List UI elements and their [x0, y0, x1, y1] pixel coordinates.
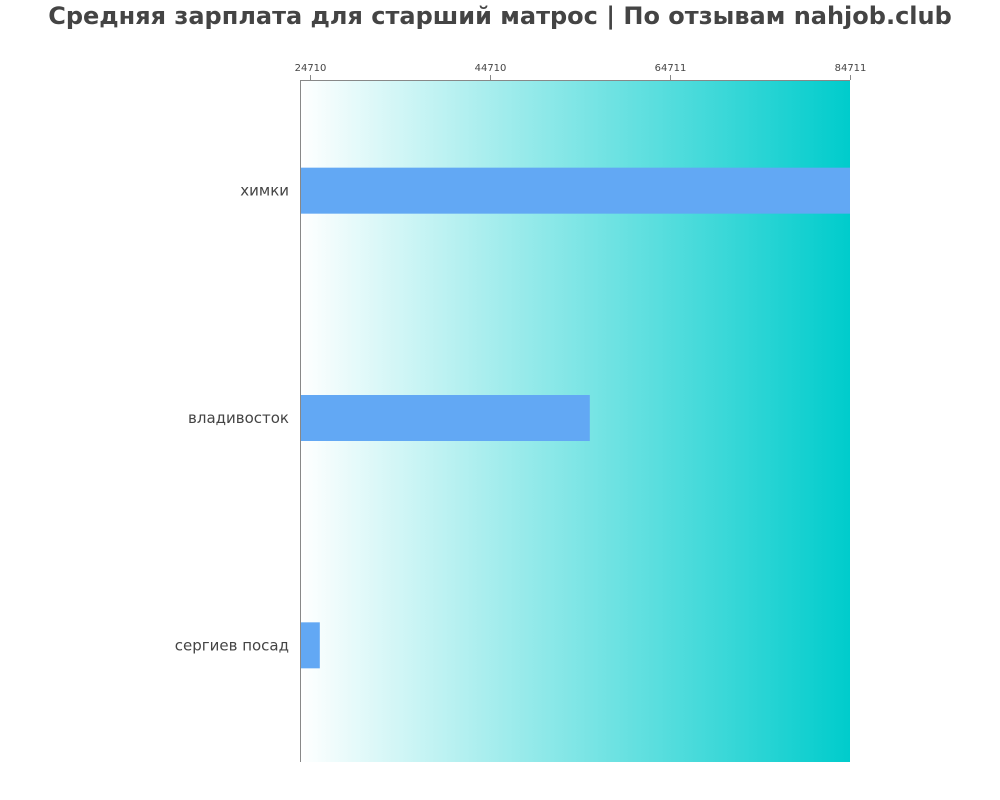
x-tick-label: 64711 — [655, 63, 687, 74]
category-label: сергиев посад — [175, 636, 289, 654]
bar — [301, 395, 590, 441]
category-label: владивосток — [188, 409, 289, 427]
category-labels: химки владивосток сергиев посад — [175, 182, 289, 655]
x-axis-ticks: 24710 44710 64711 84711 — [295, 63, 867, 80]
chart-title: Средняя зарплата для старший матрос | По… — [48, 2, 952, 30]
x-tick-label: 84711 — [835, 63, 867, 74]
bar — [301, 622, 320, 669]
category-label: химки — [240, 182, 289, 200]
x-tick-label: 24710 — [295, 63, 327, 74]
bars — [301, 167, 850, 669]
x-tick-label: 44710 — [475, 63, 507, 74]
bar — [301, 167, 850, 214]
